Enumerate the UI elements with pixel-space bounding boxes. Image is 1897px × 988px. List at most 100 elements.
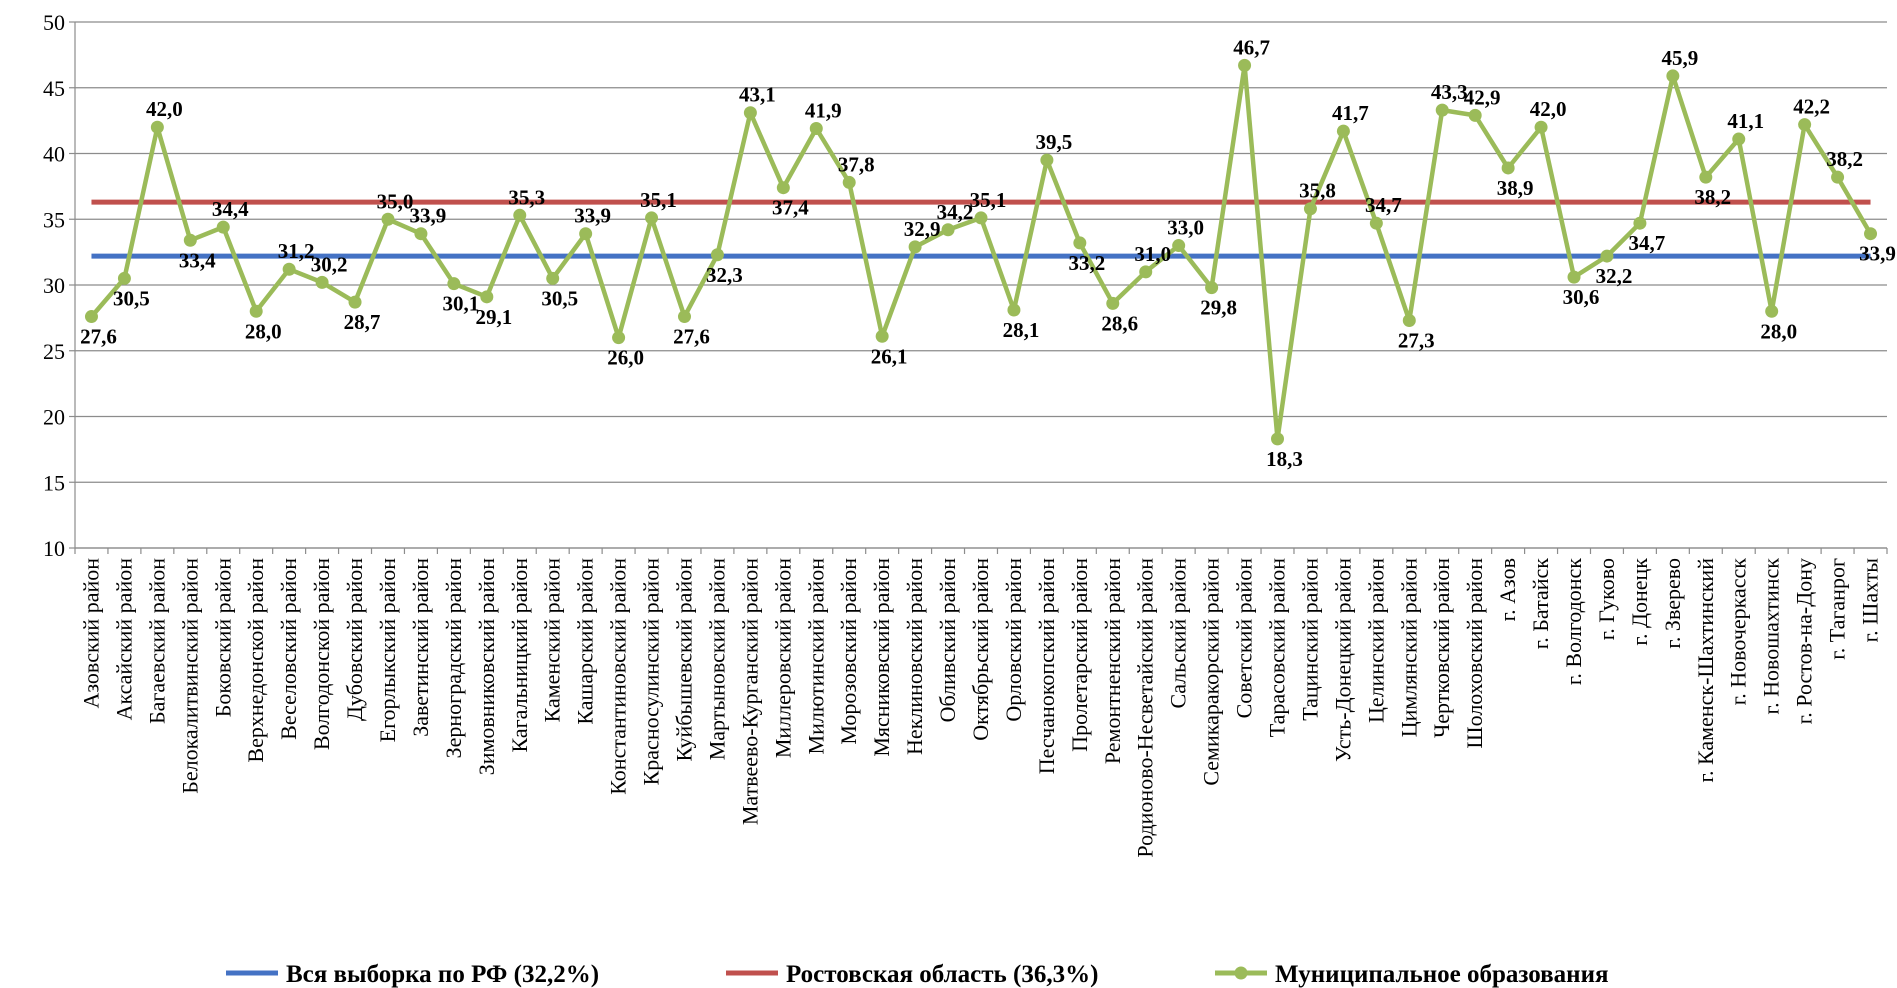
data-point	[743, 106, 757, 120]
data-label: 45,9	[1661, 46, 1698, 70]
x-tick-label: Боковский район	[210, 558, 235, 718]
data-label: 18,3	[1266, 447, 1303, 471]
x-tick-label: Семикаракорский район	[1199, 558, 1224, 786]
y-tick-label: 25	[43, 339, 65, 364]
data-point	[1271, 432, 1285, 446]
data-point	[1007, 303, 1021, 317]
data-label: 42,0	[1530, 97, 1567, 121]
data-label: 35,0	[377, 189, 414, 213]
x-tick-label: Константиновский район	[606, 558, 631, 795]
data-point	[348, 295, 362, 309]
data-point	[875, 329, 889, 343]
data-point	[513, 208, 527, 222]
x-tick-label: Октябрьский район	[968, 558, 993, 741]
data-point	[1534, 120, 1548, 134]
data-point	[1864, 227, 1878, 241]
data-labels-group: 27,6 30,5 42,0 33,4 34,4 28,0 31,230,2 28,7 35,0…	[80, 35, 1896, 470]
data-label: 38,2	[1694, 185, 1731, 209]
data-point	[183, 233, 197, 247]
x-tick-label: Обливский район	[935, 558, 960, 723]
x-tick-label: Зерноградский район	[441, 558, 466, 759]
legend-label-2: Ростовская область (36,3%)	[786, 961, 1098, 988]
x-tick-label: Азовский район	[78, 558, 103, 709]
x-tick-label: Родионово-Несветайский район	[1133, 558, 1158, 858]
data-label: 30,5	[541, 286, 578, 310]
data-point	[1765, 304, 1779, 318]
data-label: 32,9	[904, 217, 941, 241]
x-tick-label: Советский район	[1232, 558, 1257, 719]
y-tick-label: 30	[43, 273, 65, 298]
x-tick-label: Зимовниковский район	[474, 558, 499, 776]
x-tick-label: Морозовский район	[836, 558, 861, 745]
x-tick-label: Егорлыкский район	[375, 558, 400, 743]
data-label: 26,0	[607, 346, 644, 370]
data-label: 35,3	[508, 185, 545, 209]
data-point	[447, 277, 461, 291]
data-point	[282, 262, 296, 276]
data-label: 28,7	[344, 310, 381, 334]
x-tick-label: г. Каменск-Шахтинский	[1693, 558, 1718, 783]
x-axis: Азовский район Аксайский район Багаевский …	[74, 547, 1888, 858]
data-label: 35,1	[640, 188, 677, 212]
data-label: 28,1	[1003, 318, 1040, 342]
x-tick-label: Аксайский район	[111, 558, 136, 721]
data-point	[1369, 216, 1383, 230]
x-tick-label: Дубовский район	[342, 558, 367, 721]
data-label: 35,8	[1299, 179, 1336, 203]
x-tick-label: Милютинский район	[803, 558, 828, 755]
data-point	[974, 211, 988, 225]
data-label: 33,9	[1859, 242, 1896, 266]
data-label: 30,6	[1563, 285, 1600, 309]
x-tick-label: Мартыновский район	[704, 558, 729, 761]
data-label: 28,6	[1101, 311, 1138, 335]
data-label: 29,8	[1200, 296, 1237, 320]
data-point	[1336, 124, 1350, 138]
x-tick-label: Шолоховский район	[1462, 558, 1487, 749]
x-tick-label: г. Новошахтинск	[1759, 558, 1784, 715]
data-label: 30,1	[442, 292, 479, 316]
data-label: 42,9	[1464, 85, 1501, 109]
data-label: 34,7	[1365, 193, 1402, 217]
data-point	[1798, 118, 1812, 132]
y-tick-label: 50	[43, 10, 65, 35]
data-point	[612, 331, 626, 345]
data-label: 33,9	[410, 204, 447, 228]
x-tick-label: г. Ростов-на-Дону	[1792, 558, 1817, 724]
data-label: 37,4	[772, 196, 809, 220]
data-label: 31,2	[278, 239, 315, 263]
data-point	[1172, 239, 1186, 253]
x-tick-label: г. Азов	[1495, 558, 1520, 621]
data-point	[1501, 161, 1515, 175]
x-tick-label: Сальский район	[1166, 558, 1191, 709]
data-label: 42,0	[146, 97, 183, 121]
data-point	[645, 211, 659, 225]
x-tick-label: Чертковский район	[1429, 558, 1454, 738]
x-tick-label: Веселовский район	[276, 558, 301, 740]
data-label: 43,3	[1431, 80, 1468, 104]
data-point	[480, 290, 494, 304]
x-tick-label: г. Шахты	[1858, 558, 1883, 643]
data-point	[1106, 296, 1120, 310]
data-point	[1073, 236, 1087, 250]
legend-label-1: Вся выборка по РФ (32,2%)	[286, 961, 599, 988]
data-label: 38,2	[1826, 147, 1863, 171]
data-point	[117, 271, 131, 285]
x-tick-label: Волгодонской район	[309, 558, 334, 750]
y-axis: 10 15 20 25 30 35 40 45 50	[43, 10, 76, 561]
x-tick-label: Орловский район	[1001, 558, 1026, 722]
legend-label-3: Муниципальное образования	[1275, 961, 1609, 988]
data-point	[150, 120, 164, 134]
data-point	[216, 220, 230, 234]
data-point	[1238, 58, 1252, 72]
x-tick-label: Ремонтненский район	[1100, 558, 1125, 764]
x-tick-label: г. Батайск	[1528, 558, 1553, 650]
x-tick-label: г. Таганрог	[1825, 558, 1850, 660]
x-tick-label: Матвеево-Курганский район	[737, 558, 762, 825]
data-label: 32,3	[706, 263, 743, 287]
data-label: 28,0	[1760, 319, 1797, 343]
data-label: 42,2	[1793, 95, 1830, 119]
x-tick-label: Куйбышевский район	[671, 558, 696, 762]
data-label: 27,6	[673, 325, 710, 349]
data-point	[1732, 132, 1746, 146]
